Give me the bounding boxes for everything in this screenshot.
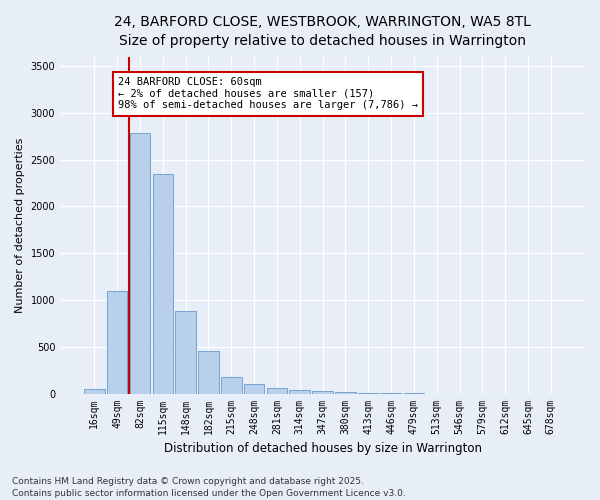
- Title: 24, BARFORD CLOSE, WESTBROOK, WARRINGTON, WA5 8TL
Size of property relative to d: 24, BARFORD CLOSE, WESTBROOK, WARRINGTON…: [114, 15, 531, 48]
- Bar: [175, 311, 196, 394]
- Y-axis label: Number of detached properties: Number of detached properties: [15, 138, 25, 313]
- Bar: [221, 376, 242, 394]
- Bar: [84, 389, 104, 394]
- X-axis label: Distribution of detached houses by size in Warrington: Distribution of detached houses by size …: [164, 442, 482, 455]
- Bar: [152, 174, 173, 394]
- Bar: [335, 392, 356, 394]
- Bar: [313, 391, 333, 394]
- Bar: [130, 134, 150, 394]
- Bar: [244, 384, 265, 394]
- Bar: [289, 390, 310, 394]
- Text: Contains HM Land Registry data © Crown copyright and database right 2025.
Contai: Contains HM Land Registry data © Crown c…: [12, 476, 406, 498]
- Text: 24 BARFORD CLOSE: 60sqm
← 2% of detached houses are smaller (157)
98% of semi-de: 24 BARFORD CLOSE: 60sqm ← 2% of detached…: [118, 77, 418, 110]
- Bar: [266, 388, 287, 394]
- Bar: [198, 352, 219, 394]
- Bar: [107, 290, 127, 394]
